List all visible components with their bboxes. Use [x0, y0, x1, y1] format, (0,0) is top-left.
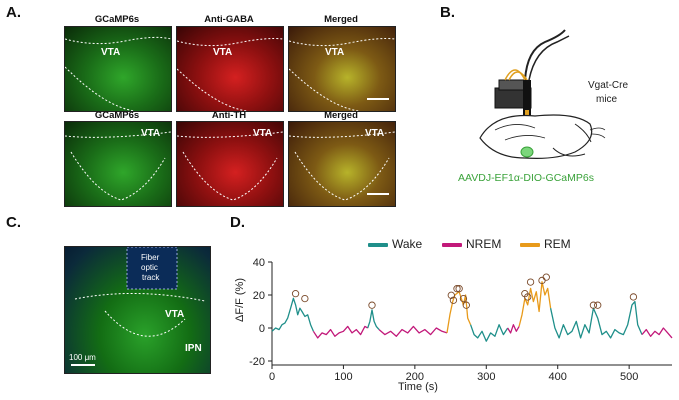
peak-marker: [521, 289, 529, 298]
micrograph-merged-th: VTA: [288, 121, 396, 207]
peak-marker: [526, 278, 535, 286]
peak-marker: [459, 294, 468, 303]
vta-label: VTA: [253, 128, 273, 139]
y-axis-label: ΔF/F (%): [234, 278, 246, 322]
vta-outline: [289, 131, 395, 201]
vta-outline: [289, 38, 395, 111]
trace-rem: [446, 291, 472, 334]
legend-label-nrem: NREM: [466, 237, 502, 251]
track-line1: Fiber: [141, 253, 160, 262]
legend-label-rem: REM: [544, 237, 571, 251]
title-merged-row1: Merged: [324, 14, 358, 25]
legend-swatch-wake: [368, 243, 388, 247]
legend-swatch-rem: [520, 243, 540, 247]
vta-outline: [65, 36, 171, 111]
title-anti-gaba: Anti-GABA: [204, 14, 254, 25]
peak-marker: [453, 285, 461, 293]
peak-marker: [594, 301, 602, 309]
trace-rem: [518, 281, 552, 327]
fiber-track-outline: [71, 247, 206, 366]
track-line3: track: [142, 273, 160, 282]
title-merged-row2: Merged: [324, 110, 358, 121]
x-tick-label: 500: [620, 371, 638, 383]
vta-outline: [177, 131, 283, 201]
peak-marker: [449, 296, 458, 304]
trace-wake: [367, 309, 380, 331]
trace-nrem: [378, 325, 448, 337]
panel-label-b: B.: [440, 4, 455, 21]
scale-bar-label: 100 μm: [69, 353, 96, 362]
ipn-label: IPN: [185, 343, 202, 354]
x-axis-label: Time (s): [398, 381, 438, 393]
vta-label: VTA: [141, 128, 161, 139]
peak-marker: [538, 276, 546, 285]
panel-label-c: C.: [6, 214, 21, 231]
x-tick-label: 100: [334, 371, 352, 383]
y-tick-label: 0: [259, 323, 265, 335]
title-gcamp6s-row1: GCaMP6s: [94, 14, 140, 25]
virus-label: AAVDJ-EF1α-DIO-GCaMP6s: [458, 172, 594, 184]
y-tick-label: -20: [249, 356, 265, 368]
vta-label: VTA: [325, 47, 345, 58]
x-tick-label: 200: [406, 371, 424, 383]
title-gcamp6s-row2: GCaMP6s: [94, 110, 140, 121]
panel-label-d: D.: [230, 214, 245, 231]
mouse-label-line2: mice: [596, 94, 618, 105]
vta-label: VTA: [213, 47, 233, 58]
x-tick-label: 300: [477, 371, 495, 383]
peak-marker: [462, 301, 470, 309]
micrograph-anti-gaba: VTA: [176, 26, 284, 112]
x-tick-label: 400: [549, 371, 567, 383]
title-anti-th: Anti-TH: [211, 110, 247, 121]
peak-marker: [524, 293, 532, 301]
vta-label: VTA: [101, 47, 121, 58]
micrograph-merged-gaba: VTA: [288, 26, 396, 112]
peak-marker: [368, 301, 376, 309]
panel-label-a: A.: [6, 4, 21, 21]
x-tick-label: 0: [269, 371, 275, 383]
trace-nrem: [507, 324, 520, 334]
vta-label: VTA: [165, 309, 185, 320]
trace-nrem: [641, 327, 673, 339]
mouse-brain-schematic: [479, 29, 606, 159]
vta-label: VTA: [365, 128, 385, 139]
peak-marker: [447, 291, 455, 299]
micrograph-gcamp6s-th: VTA: [64, 121, 172, 207]
vta-outline: [177, 38, 283, 111]
micrograph-gcamp6s-gaba: VTA: [64, 26, 172, 112]
micrograph-anti-th: VTA: [176, 121, 284, 207]
peak-marker: [291, 289, 300, 298]
legend-swatch-nrem: [442, 243, 462, 247]
trace-wake: [469, 324, 509, 342]
y-tick-label: 20: [253, 290, 265, 302]
trace-nrem: [312, 325, 369, 339]
peak-marker: [455, 285, 463, 293]
peak-marker: [542, 273, 550, 281]
trace-wake: [271, 297, 314, 332]
panel-c-micrograph: Fiber optic track VTA IPN 100 μm: [64, 246, 211, 374]
track-line2: optic: [141, 263, 158, 272]
trace-wake: [549, 300, 643, 339]
mouse-label-line1: Vgat-Cre: [588, 80, 629, 91]
peak-marker: [589, 301, 598, 309]
y-tick-label: 40: [253, 257, 265, 269]
legend-label-wake: Wake: [392, 237, 423, 251]
peak-marker: [629, 293, 638, 301]
vta-outline: [65, 131, 171, 201]
peak-marker: [301, 294, 309, 303]
